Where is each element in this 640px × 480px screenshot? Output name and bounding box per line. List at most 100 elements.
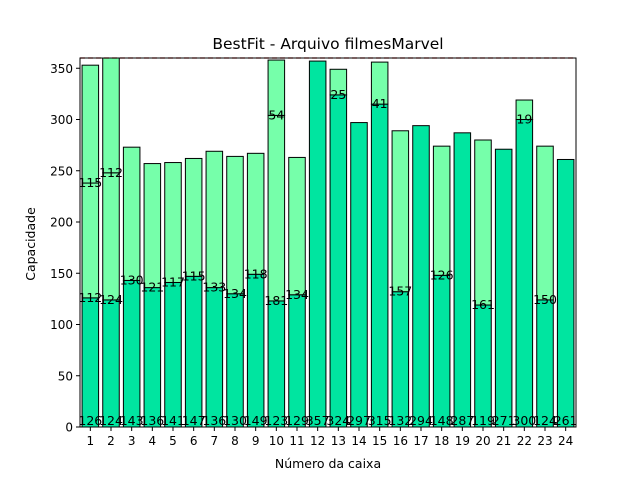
bar-value-label: 118: [244, 266, 268, 281]
bar-value-label: 130: [223, 413, 247, 428]
bar-segment: [267, 59, 286, 116]
bar-value-label: 117: [161, 274, 185, 289]
bar-segment: [81, 64, 100, 184]
bar-value-label: 287: [450, 413, 474, 428]
bar-value-label: 134: [285, 287, 309, 302]
bar-value-label: 324: [326, 413, 350, 428]
bar-value-label: 141: [161, 413, 185, 428]
bar-value-label: 147: [182, 413, 206, 428]
x-tick-label: 4: [149, 434, 157, 448]
bar-segment: [267, 300, 286, 428]
bar-value-label: 130: [120, 272, 144, 287]
bar-value-label: 300: [512, 413, 536, 428]
bar-segment: [143, 163, 162, 289]
bar-segment: [288, 156, 306, 296]
chart-title: BestFit - Arquivo filmesMarvel: [212, 35, 443, 53]
bar-value-label: 124: [99, 413, 123, 428]
bar-segment: [122, 279, 141, 428]
bar-segment: [391, 130, 410, 293]
x-tick-label: 24: [558, 434, 573, 448]
bar-segment: [288, 294, 306, 428]
bar-segment: [432, 145, 451, 276]
bar-segment: [102, 172, 120, 301]
bar-segment: [267, 114, 286, 302]
bar-value-label: 149: [244, 413, 268, 428]
y-axis: 0 50 100 150 200 250 300 350: [50, 62, 80, 435]
bar-value-label: 271: [492, 413, 516, 428]
x-tick-label: 16: [393, 434, 408, 448]
bar-value-label: 41: [372, 96, 388, 111]
y-tick-label: 50: [58, 369, 73, 383]
bar-value-label: 115: [78, 175, 102, 190]
x-tick-label: 1: [87, 434, 95, 448]
y-tick-label: 100: [50, 318, 73, 332]
x-tick-label: 21: [496, 434, 511, 448]
bar-value-label: 261: [554, 413, 578, 428]
bar-value-label: 132: [388, 413, 412, 428]
bar-segment: [81, 297, 100, 428]
bar-segment: [494, 148, 513, 428]
bar-value-label: 25: [330, 87, 346, 102]
bar-segment: [329, 68, 348, 96]
bar-segment: [515, 99, 534, 121]
bar-value-label: 124: [99, 292, 123, 307]
bar-segment: [370, 103, 389, 428]
x-tick-label: 10: [269, 434, 284, 448]
bar-segment: [122, 146, 141, 281]
bar-value-label: 161: [471, 297, 495, 312]
y-tick-label: 200: [50, 216, 73, 230]
bar-segment: [556, 158, 575, 428]
bar-segment: [350, 122, 368, 428]
x-tick-label: 15: [372, 434, 387, 448]
bar-value-label: 126: [430, 267, 454, 282]
bar-value-label: 124: [533, 413, 557, 428]
bar-segment: [536, 299, 554, 428]
x-tick-label: 22: [517, 434, 532, 448]
x-tick-label: 23: [537, 434, 552, 448]
bar-segment: [164, 281, 182, 428]
bar-segment: [432, 274, 451, 428]
bar-value-label: 119: [471, 413, 495, 428]
plot-frame: [79, 57, 577, 428]
bar-value-label: 126: [78, 413, 102, 428]
bar-segment: [226, 293, 244, 428]
bar-segment: [474, 139, 492, 306]
x-tick-label: 2: [107, 434, 115, 448]
bar-segment: [308, 60, 327, 428]
bar-value-label: 133: [202, 280, 226, 295]
x-tick-label: 7: [211, 434, 219, 448]
bar-value-label: 136: [140, 413, 164, 428]
x-tick-label: 6: [190, 434, 198, 448]
bar-segment: [184, 275, 203, 428]
bar-value-label: 357: [306, 413, 330, 428]
bar-segment: [164, 162, 182, 283]
x-tick-label: 20: [475, 434, 490, 448]
bar-segment: [412, 125, 430, 428]
bar-value-label: 123: [264, 413, 288, 428]
x-tick-label: 8: [231, 434, 239, 448]
bar-value-label: 297: [347, 413, 371, 428]
x-tick-label: 13: [331, 434, 346, 448]
x-tick-label: 19: [455, 434, 470, 448]
bar-value-label: 150: [533, 292, 557, 307]
bar-value-label: 112: [78, 290, 102, 305]
bar-segment: [329, 94, 348, 428]
x-tick-label: 3: [128, 434, 136, 448]
bar-value-label: 121: [140, 280, 164, 295]
y-tick-label: 150: [50, 267, 73, 281]
bar-value-label: 19: [516, 112, 532, 127]
bar-segment: [205, 150, 224, 289]
bar-value-label: 134: [223, 286, 247, 301]
x-tick-label: 5: [169, 434, 177, 448]
bar-segment: [246, 152, 265, 275]
bar-value-label: 143: [120, 413, 144, 428]
x-tick-label: 17: [413, 434, 428, 448]
x-tick-label: 12: [310, 434, 325, 448]
bar-segment: [102, 57, 120, 174]
x-axis: 1 2 3 4 5 6 7 8 9 10 11 12 13 14 15 16 17 18 19 20 21 22 23 24: [87, 427, 573, 448]
bar-value-label: 148: [430, 413, 454, 428]
y-tick-label: 350: [50, 62, 73, 76]
bar-segment: [370, 61, 389, 105]
bar-value-label: 112: [99, 165, 123, 180]
